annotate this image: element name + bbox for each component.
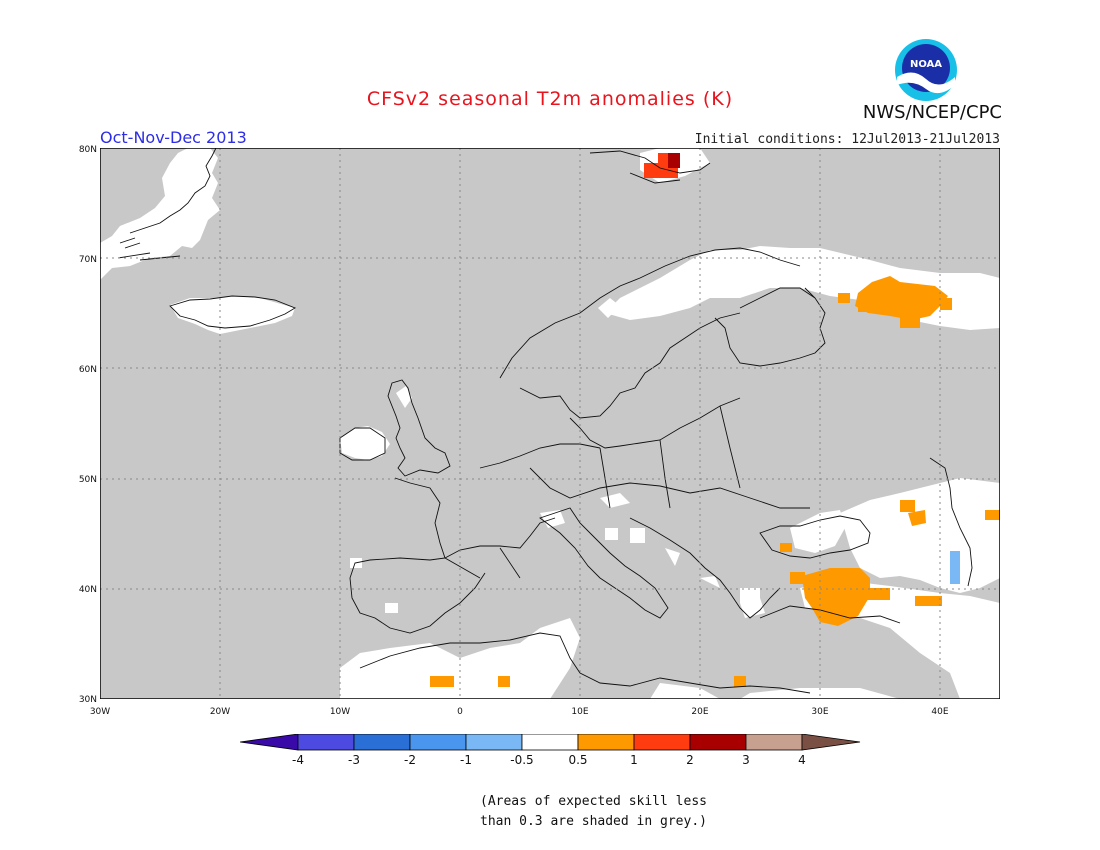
negative-anomaly-region (950, 551, 960, 584)
season-label: Oct-Nov-Dec 2013 (100, 128, 247, 147)
x-tick-label: 20E (691, 707, 708, 717)
x-tick-label: 0 (457, 707, 463, 717)
y-tick-label: 50N (79, 475, 97, 485)
org-label: NWS/NCEP/CPC (862, 102, 1002, 123)
colorbar-label: -4 (292, 753, 304, 767)
colorbar-label: 1 (630, 753, 638, 767)
colorbar: -4 -3 -2 -1 -0.5 0.5 1 2 3 4 (240, 734, 861, 767)
x-tick-label: 40E (931, 707, 948, 717)
colorbar-swatch (633, 734, 691, 751)
colorbar-label: 4 (798, 753, 806, 767)
strong-anomaly-regions (644, 153, 680, 178)
colorbar-swatch (745, 734, 803, 751)
colorbar-swatch (409, 734, 467, 751)
coastlines (117, 148, 973, 694)
x-tick-label: 30W (90, 707, 110, 717)
skill-note: (Areas of expected skill less than 0.3 a… (480, 792, 707, 832)
colorbar-label: -1 (460, 753, 472, 767)
colorbar-swatch (801, 734, 861, 751)
axis-ticks: 30W 20W 10W 0 10E 20E 30E 40E 30N 40N 50… (79, 145, 949, 717)
colorbar-swatch (240, 734, 299, 751)
x-tick-label: 10E (571, 707, 588, 717)
skill-note-line: (Areas of expected skill less (480, 794, 707, 809)
colorbar-swatch (353, 734, 411, 751)
noaa-logo-text: NOAA (910, 59, 942, 70)
colorbar-label: -0.5 (510, 753, 533, 767)
y-tick-label: 70N (79, 255, 97, 265)
y-tick-label: 40N (79, 585, 97, 595)
x-tick-label: 30E (811, 707, 828, 717)
colorbar-label: -3 (348, 753, 360, 767)
colorbar-swatch (521, 734, 579, 751)
positive-anomaly-regions (430, 276, 1000, 687)
colorbar-label: 3 (742, 753, 750, 767)
y-tick-label: 60N (79, 365, 97, 375)
colorbar-label: 0.5 (568, 753, 587, 767)
colorbar-label: 2 (686, 753, 694, 767)
colorbar-swatch (577, 734, 635, 751)
y-tick-label: 80N (79, 145, 97, 155)
x-tick-label: 20W (210, 707, 230, 717)
noaa-logo-icon: NOAA (895, 39, 957, 101)
colorbar-swatch (465, 734, 523, 751)
chart-title: CFSv2 seasonal T2m anomalies (K) (366, 88, 734, 110)
y-tick-label: 30N (79, 695, 97, 705)
gridlines (100, 148, 1000, 699)
skill-note-line: than 0.3 are shaded in grey.) (480, 814, 707, 829)
colorbar-label: -2 (404, 753, 416, 767)
initial-conditions-label: Initial conditions: 12Jul2013-21Jul2013 (694, 132, 1000, 147)
anomaly-map (100, 148, 1000, 699)
colorbar-swatch (689, 734, 747, 751)
colorbar-swatch (297, 734, 355, 751)
x-tick-label: 10W (330, 707, 350, 717)
